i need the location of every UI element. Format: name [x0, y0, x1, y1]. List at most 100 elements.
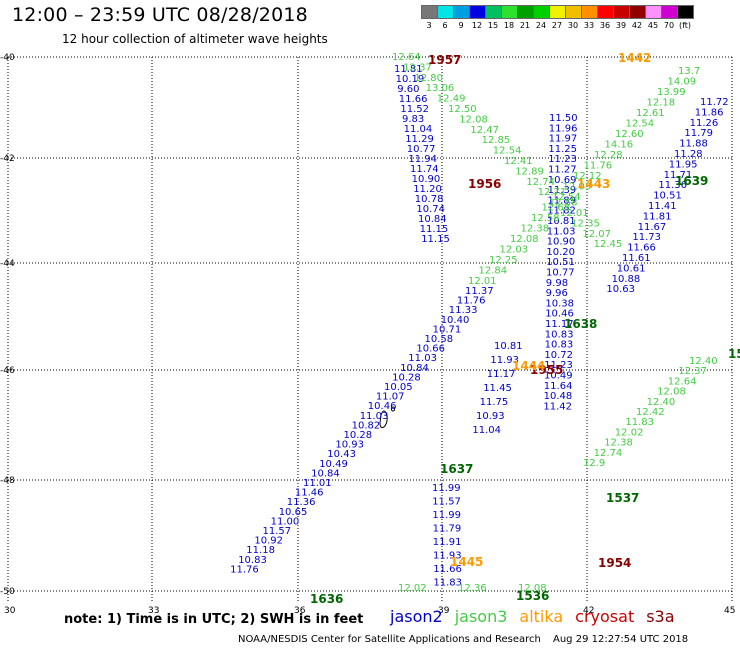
jason3-swh-value: 12.08 [459, 114, 488, 125]
jason2-swh-value: 11.25 [548, 144, 577, 155]
legend-jason3: jason3 [454, 607, 508, 626]
jason2-swh-value: 11.89 [547, 195, 576, 206]
jason2-swh-value: 11.64 [544, 381, 573, 392]
jason2-swh-value: 11.91 [433, 537, 462, 548]
jason3-swh-value: 12.38 [521, 224, 550, 235]
jason2-swh-value: 10.49 [319, 459, 348, 470]
jason2-swh-value: 10.93 [476, 411, 505, 422]
jason2-swh-value: 11.61 [622, 253, 651, 264]
jason3-swh-value: 12.41 [504, 156, 533, 167]
jason2-swh-value: 10.66 [416, 344, 445, 355]
jason2-swh-value: 11.74 [410, 164, 439, 175]
jason2-swh-value: 11.29 [405, 134, 434, 145]
swh-tracks: 11.8110.199.6011.6611.529.8311.0411.2910… [230, 52, 729, 594]
legend-s3a: s3a [646, 607, 675, 626]
jason3-swh-value: 11.76 [584, 161, 613, 172]
jason3-swh-value: 12.54 [552, 192, 581, 203]
jason2-swh-value: 11.96 [549, 123, 578, 134]
jason3-swh-value: 12.84 [479, 266, 508, 277]
jason2-swh-value: 11.42 [543, 401, 572, 412]
color-scale-label: (ft) [678, 21, 692, 30]
latitude-tick-label: -48 [0, 476, 15, 486]
jason3-swh-value: 12.58 [531, 213, 560, 224]
jason2-swh-value: 10.05 [384, 382, 413, 393]
jason2-swh-value: 11.03 [408, 353, 437, 364]
pass-time-label: 1956 [468, 177, 501, 191]
jason2-swh-value: 11.23 [548, 154, 577, 165]
jason3-swh-value: 12.64 [668, 376, 697, 387]
color-scale-label: 42 [631, 21, 643, 30]
jason2-swh-value: 11.76 [230, 564, 259, 575]
jason2-swh-value: 11.15 [420, 224, 449, 235]
pass-time-label: 1957 [428, 53, 461, 67]
jason3-swh-value: 12.08 [518, 583, 547, 594]
credit-timestamp: Aug 29 12:27:54 UTC 2018 [553, 634, 689, 645]
jason2-swh-value: 11.72 [700, 97, 729, 108]
jason2-swh-value: 9.60 [397, 84, 419, 95]
jason2-swh-value: 10.63 [606, 284, 635, 295]
color-scale-label: 39 [615, 21, 627, 30]
jason2-swh-value: 11.76 [457, 296, 486, 307]
jason3-swh-value: 12.08 [510, 234, 539, 245]
jason2-swh-value: 10.19 [396, 74, 425, 85]
footer-note: note: 1) Time is in UTC; 2) SWH is in fe… [64, 612, 364, 627]
jason2-swh-value: 10.72 [544, 350, 573, 361]
jason3-swh-value: 12.89 [515, 166, 544, 177]
color-scale-label: 33 [583, 21, 595, 30]
jason3-swh-value: 13.06 [426, 83, 455, 94]
color-scale-label: 3 [426, 21, 432, 30]
jason2-swh-value: 10.81 [547, 216, 576, 227]
longitude-tick-label: 39 [438, 606, 450, 616]
jason2-swh-value: 10.61 [617, 263, 646, 274]
jason2-swh-value: 11.88 [679, 139, 708, 150]
island-outline [379, 406, 396, 428]
color-scale-label: 15 [487, 21, 499, 30]
jason2-swh-value: 10.46 [545, 309, 574, 320]
legend-cryosat: cryosat [575, 607, 635, 626]
jason3-swh-value: 12.60 [615, 129, 644, 140]
jason3-swh-value: 13.7 [678, 66, 700, 77]
jason2-swh-value: 11.83 [433, 578, 462, 589]
jason2-swh-value: 11.81 [643, 211, 672, 222]
jason2-swh-value: 11.26 [690, 118, 719, 129]
jason2-swh-value: 10.71 [433, 324, 462, 335]
jason3-swh-value: 12.54 [493, 146, 522, 157]
jason2-swh-value: 11.67 [638, 222, 667, 233]
axis-tick-labels: -40 -42 -44 -46 -48 -50 30 33 36 39 42 45 [0, 53, 735, 616]
longitude-tick-label: 45 [724, 606, 735, 616]
latitude-tick-label: -40 [0, 53, 15, 63]
jason2-swh-value: 10.28 [344, 430, 373, 441]
longitude-tick-label: 36 [294, 606, 306, 616]
jason2-swh-value: 11.15 [421, 234, 450, 245]
jason2-swh-value: 10.83 [545, 340, 574, 351]
pass-time-label: 1638 [564, 317, 597, 331]
jason2-swh-value: 10.38 [545, 298, 574, 309]
jason3-swh-value: 12.40 [689, 356, 718, 367]
jason2-swh-value: 11.20 [413, 184, 442, 195]
jason2-swh-value: 10.90 [547, 237, 576, 248]
jason2-swh-value: 10.83 [545, 329, 574, 340]
jason2-swh-value: 11.75 [480, 397, 509, 408]
jason3-swh-value: 12.03 [500, 245, 529, 256]
pass-time-label: 1443 [577, 177, 610, 191]
jason3-swh-value: 12.28 [594, 150, 623, 161]
jason3-swh-value: 12.01 [468, 276, 497, 287]
color-scale-label: 6 [442, 21, 448, 30]
pass-time-label: 1954 [598, 556, 631, 570]
jason2-swh-value: 11.66 [627, 243, 656, 254]
jason2-swh-value: 11.57 [263, 526, 292, 537]
jason2-swh-value: 10.20 [546, 247, 575, 258]
jason2-swh-value: 10.69 [548, 175, 577, 186]
jason2-swh-value: 11.79 [433, 524, 462, 535]
jason2-swh-value: 11.23 [544, 360, 573, 371]
jason2-swh-value: 11.41 [648, 201, 677, 212]
latitude-tick-label: -42 [0, 154, 15, 164]
jason2-swh-value: 10.78 [415, 194, 444, 205]
jason2-swh-value: 10.83 [238, 555, 267, 566]
jason2-swh-value: 11.97 [549, 134, 578, 145]
longitude-tick-label: 33 [148, 606, 159, 616]
latitude-tick-label: -50 [0, 587, 15, 597]
jason3-swh-value: 12.58 [549, 198, 578, 209]
color-scale-label: 21 [519, 21, 531, 30]
